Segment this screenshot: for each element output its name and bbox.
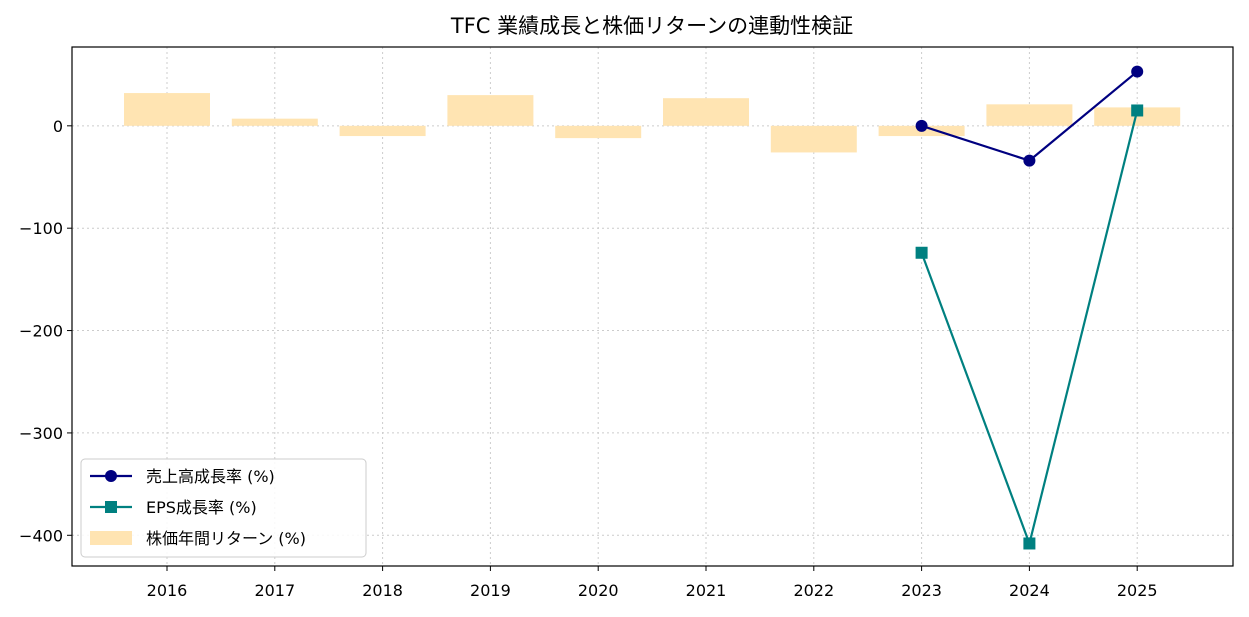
bar-stock-return [231, 118, 318, 126]
x-tick-label: 2020 [578, 581, 619, 600]
legend-marker-square [105, 501, 117, 513]
series-point-1 [1023, 154, 1036, 167]
bar-stock-return [770, 125, 857, 153]
legend-label: EPS成長率 (%) [146, 498, 257, 517]
series-point-2 [1023, 537, 1036, 550]
bar-stock-return [1094, 107, 1181, 126]
y-tick-label: 0 [53, 117, 63, 136]
bar-stock-return [447, 95, 534, 126]
legend-marker-circle [105, 470, 117, 482]
x-tick-label: 2018 [362, 581, 403, 600]
x-tick-label: 2017 [254, 581, 295, 600]
bars [124, 93, 1181, 153]
legend-bar-swatch [90, 531, 132, 545]
legend-label: 株価年間リターン (%) [146, 529, 306, 548]
bar-stock-return [124, 93, 210, 126]
y-axis-ticks: 0 −100 −200 −300 −400 [19, 117, 72, 545]
bar-stock-return [555, 125, 642, 139]
x-tick-label: 2021 [686, 581, 727, 600]
x-axis-ticks: 2016 2017 2018 2019 2020 2021 2022 2023 2024 2025 [147, 566, 1158, 600]
legend: 売上高成長率 (%) EPS成長率 (%) 株価年間リターン (%) [80, 458, 367, 558]
bar-stock-return [339, 125, 426, 137]
y-tick-label: −100 [19, 219, 63, 238]
series-point-1 [1131, 65, 1144, 78]
x-tick-label: 2025 [1117, 581, 1158, 600]
bar-stock-return [663, 98, 749, 126]
y-tick-label: −300 [19, 424, 63, 443]
lines [915, 65, 1144, 550]
series-point-1 [915, 119, 928, 132]
chart-title: TFC 業績成長と株価リターンの連動性検証 [450, 14, 853, 38]
y-tick-label: −400 [19, 526, 63, 545]
x-tick-label: 2022 [793, 581, 834, 600]
x-tick-label: 2019 [470, 581, 511, 600]
legend-label: 売上高成長率 (%) [146, 467, 275, 486]
series-point-2 [915, 246, 928, 259]
x-tick-label: 2016 [147, 581, 188, 600]
bar-stock-return [986, 104, 1073, 126]
plot-frame [71, 46, 1234, 567]
legend-box [80, 458, 367, 558]
x-tick-label: 2024 [1009, 581, 1050, 600]
x-tick-label: 2023 [901, 581, 942, 600]
series-point-2 [1131, 104, 1144, 117]
y-tick-label: −200 [19, 322, 63, 341]
